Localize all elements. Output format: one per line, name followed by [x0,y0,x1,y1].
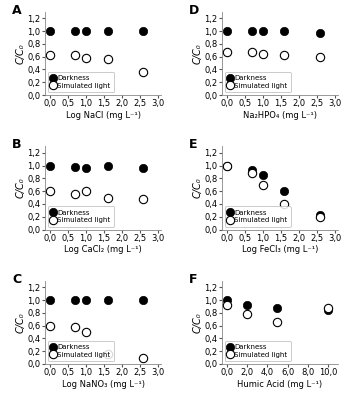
X-axis label: Log FeCl₃ (mg L⁻¹): Log FeCl₃ (mg L⁻¹) [242,246,318,254]
Simulated light [326,306,330,310]
Simulated light [84,330,88,334]
Darkness [282,189,286,194]
Simulated light [141,196,145,201]
Simulated light [106,56,110,61]
Darkness [141,165,145,170]
Darkness [225,29,229,34]
Simulated light [225,50,229,55]
Darkness [225,298,229,302]
Darkness [141,29,145,34]
Y-axis label: C/C₀: C/C₀ [16,43,26,64]
Darkness [84,29,88,34]
Simulated light [250,49,254,54]
Y-axis label: C/C₀: C/C₀ [193,43,203,64]
Text: E: E [189,138,198,151]
Y-axis label: C/C₀: C/C₀ [16,178,26,198]
Darkness [141,298,145,302]
Simulated light [282,202,286,206]
X-axis label: Log NaCl (mg L⁻¹): Log NaCl (mg L⁻¹) [66,111,140,120]
Simulated light [84,189,88,194]
Line: Darkness: Darkness [223,27,324,37]
Darkness [73,164,77,169]
Text: D: D [189,4,199,17]
X-axis label: Log NaNO₃ (mg L⁻¹): Log NaNO₃ (mg L⁻¹) [61,380,145,389]
Darkness [106,298,110,302]
Simulated light [275,320,279,325]
Simulated light [318,54,322,59]
Line: Darkness: Darkness [223,162,324,220]
Legend: Darkness, Simulated light: Darkness, Simulated light [225,72,291,92]
Simulated light [261,182,265,187]
Darkness [275,306,279,310]
Y-axis label: C/C₀: C/C₀ [193,312,203,333]
Legend: Darkness, Simulated light: Darkness, Simulated light [48,341,114,361]
Simulated light [261,51,265,56]
Line: Simulated light: Simulated light [46,322,147,362]
Darkness [225,163,229,168]
Darkness [250,168,254,172]
Darkness [106,29,110,34]
Simulated light [141,355,145,360]
Line: Darkness: Darkness [223,296,332,314]
Y-axis label: C/C₀: C/C₀ [193,178,203,198]
Darkness [250,29,254,34]
Simulated light [225,163,229,168]
Darkness [48,298,52,302]
Darkness [318,213,322,218]
Darkness [84,298,88,302]
Darkness [245,302,249,307]
Line: Darkness: Darkness [46,162,147,172]
Line: Simulated light: Simulated light [46,187,147,203]
Darkness [326,307,330,312]
Darkness [282,29,286,34]
Darkness [261,173,265,178]
Darkness [318,31,322,36]
Darkness [73,29,77,34]
Darkness [261,29,265,34]
Y-axis label: C/C₀: C/C₀ [16,312,26,333]
Darkness [106,163,110,168]
Simulated light [106,195,110,200]
Text: C: C [12,273,21,286]
Simulated light [73,324,77,329]
Line: Simulated light: Simulated light [223,48,324,61]
Simulated light [73,53,77,58]
Legend: Darkness, Simulated light: Darkness, Simulated light [48,72,114,92]
Legend: Darkness, Simulated light: Darkness, Simulated light [225,341,291,361]
Text: A: A [12,4,22,17]
Simulated light [225,302,229,307]
Line: Simulated light: Simulated light [223,162,324,221]
Simulated light [282,52,286,57]
Simulated light [84,56,88,60]
X-axis label: Na₂HPO₄ (mg L⁻¹): Na₂HPO₄ (mg L⁻¹) [243,111,317,120]
Darkness [48,163,52,168]
X-axis label: Log CaCl₂ (mg L⁻¹): Log CaCl₂ (mg L⁻¹) [64,246,142,254]
Line: Darkness: Darkness [46,27,147,35]
Legend: Darkness, Simulated light: Darkness, Simulated light [48,206,114,227]
Simulated light [141,70,145,74]
Simulated light [318,214,322,219]
Simulated light [250,171,254,176]
Simulated light [106,352,110,357]
Simulated light [73,192,77,197]
Simulated light [48,189,52,194]
Line: Darkness: Darkness [46,296,147,304]
X-axis label: Humic Acid (mg L⁻¹): Humic Acid (mg L⁻¹) [237,380,323,389]
Line: Simulated light: Simulated light [46,51,147,76]
Line: Simulated light: Simulated light [223,300,332,327]
Simulated light [48,53,52,58]
Text: F: F [189,273,198,286]
Text: B: B [12,138,22,151]
Darkness [73,298,77,302]
Darkness [48,29,52,34]
Simulated light [245,312,249,316]
Legend: Darkness, Simulated light: Darkness, Simulated light [225,206,291,227]
Darkness [84,165,88,170]
Simulated light [48,323,52,328]
